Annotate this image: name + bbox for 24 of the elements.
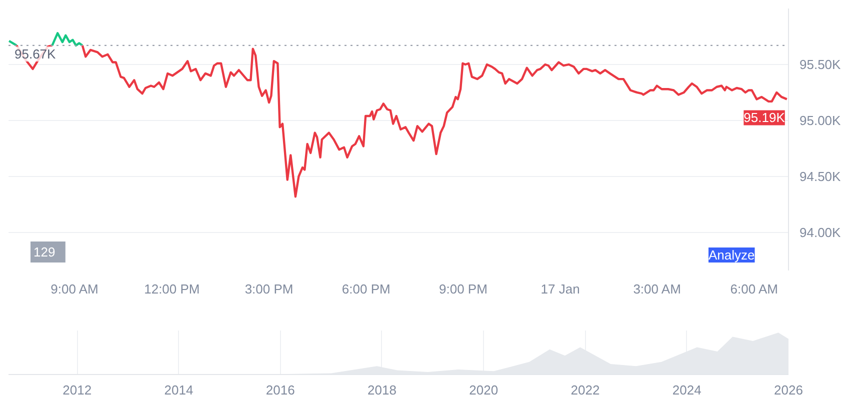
x-tick-label: 12:00 PM bbox=[144, 282, 200, 296]
x-tick-label: 2026 bbox=[774, 382, 803, 398]
x-tick-label: 2020 bbox=[469, 382, 498, 398]
y-tick-label: 94.50K bbox=[800, 168, 842, 184]
x-tick-label: 2022 bbox=[570, 382, 600, 398]
y-tick-label: 94.00K bbox=[800, 224, 842, 240]
x-tick-label: 3:00 AM bbox=[633, 282, 681, 296]
y-tick-label: 95.50K bbox=[800, 56, 842, 72]
ref-line-label: 95.67K bbox=[14, 46, 56, 62]
x-tick-label: 9:00 PM bbox=[439, 282, 488, 296]
x-tick-label: 3:00 PM bbox=[244, 282, 294, 296]
y-tick-label: 95.00K bbox=[800, 112, 842, 128]
x-tick-label: 6:00 PM bbox=[342, 282, 390, 296]
x-tick-label: 2018 bbox=[368, 382, 396, 398]
annotation: Analyze bbox=[708, 248, 755, 262]
annotation: 95.19K bbox=[744, 110, 786, 126]
x-tick-label: 9:00 AM bbox=[50, 282, 98, 296]
annotation: 129 bbox=[34, 244, 56, 260]
x-tick-label: 2012 bbox=[62, 382, 92, 398]
x-tick-label: 2024 bbox=[672, 382, 702, 398]
x-tick-label: 17 Jan bbox=[540, 282, 580, 296]
x-tick-label: 2016 bbox=[266, 382, 295, 398]
x-tick-label: 2014 bbox=[164, 382, 194, 398]
x-tick-label: 6:00 AM bbox=[730, 282, 778, 296]
